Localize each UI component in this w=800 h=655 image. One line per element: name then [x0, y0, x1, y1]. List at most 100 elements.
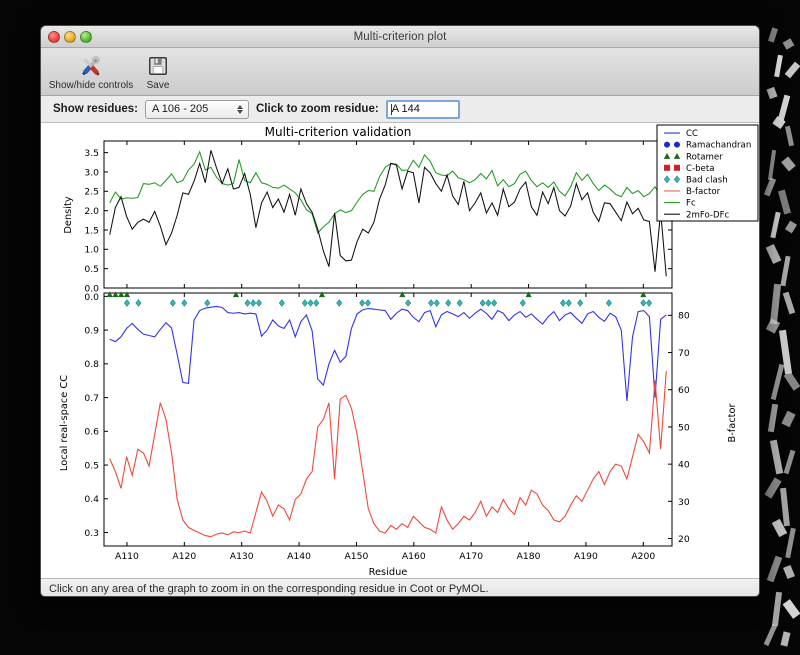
residue-tick-label: A190	[574, 551, 598, 562]
minimize-button[interactable]	[64, 31, 76, 43]
x-axis-label: Residue	[369, 567, 408, 578]
residue-tick-label: A200	[631, 551, 655, 562]
application-window: Multi-criterion plot	[40, 25, 760, 597]
cc-tick-label: 0.3	[84, 528, 99, 539]
bfactor-tick-label: 70	[678, 348, 690, 359]
bfactor-tick-label: 50	[678, 422, 690, 433]
bfactor-tick-label: 40	[678, 460, 690, 471]
desktop-decoration	[780, 488, 790, 526]
residue-tick-label: A130	[230, 551, 254, 562]
bfactor-tick-label: 20	[678, 534, 690, 545]
bfactor-tick-label: 80	[678, 311, 690, 322]
show-hide-controls-button[interactable]: Show/hide controls	[49, 50, 133, 91]
legend-label-cc: CC	[686, 129, 698, 139]
save-button[interactable]: Save	[135, 50, 181, 91]
desktop-decoration	[768, 27, 778, 42]
bfactor-tick-label: 30	[678, 497, 690, 508]
desktop-decoration	[768, 150, 776, 180]
desktop-decoration	[783, 38, 795, 49]
desktop-decoration	[784, 450, 796, 474]
residue-tick-label: A160	[402, 551, 426, 562]
desktop-decoration	[785, 126, 794, 147]
density-tick-label: 3.5	[84, 148, 99, 159]
window-traffic-lights	[48, 31, 92, 43]
legend-label-b-factor: B-factor	[686, 187, 721, 197]
desktop-decoration	[772, 592, 782, 626]
window-title: Multi-criterion plot	[41, 26, 759, 48]
residue-tick-label: A180	[517, 551, 541, 562]
desktop-decoration	[766, 244, 782, 264]
desktop-decoration	[770, 440, 783, 475]
desktop-decoration	[780, 256, 790, 286]
residue-tick-label: A140	[287, 551, 311, 562]
residue-tick-label: A170	[459, 551, 483, 562]
zoom-residue-input[interactable]: A 144	[386, 100, 460, 119]
chart-legend: CC RamachandranRotamer C-beta Bad clashB-fa…	[657, 125, 758, 221]
show-residues-label: Show residues:	[53, 103, 138, 115]
desktop-decoration	[785, 62, 800, 79]
cc-tick-label: 0.7	[84, 393, 99, 404]
desktop-decoration	[770, 212, 780, 238]
save-label: Save	[147, 80, 170, 91]
residue-tick-label: A110	[115, 551, 139, 562]
desktop-decoration	[781, 411, 795, 428]
cc-tick-label: 0.9	[84, 326, 99, 337]
chart-title: Multi-criterion validation	[265, 125, 412, 139]
legend-marker-ramachandran	[674, 142, 680, 148]
density-tick-label: 2.0	[84, 206, 99, 217]
status-text: Click on any area of the graph to zoom i…	[49, 583, 489, 595]
cc-tick-label: 0.8	[84, 359, 99, 370]
desktop-decoration	[781, 157, 796, 172]
cc-axis-label: Local real-space CC	[59, 375, 70, 471]
toolbar: Show/hide controls Save	[41, 48, 759, 96]
window-titlebar[interactable]: Multi-criterion plot	[41, 26, 759, 48]
desktop-decoration	[785, 221, 797, 234]
legend-label-bad-clash: Bad clash	[686, 176, 728, 186]
desktop-decoration	[764, 624, 778, 646]
desktop-decoration	[784, 371, 800, 390]
close-button[interactable]	[48, 31, 60, 43]
multi-criterion-plot-svg[interactable]: Multi-criterion validation 0.0 0.5 1.0 1.5 2…	[41, 123, 760, 578]
density-tick-label: 1.5	[84, 225, 99, 236]
residue-range-value: A 106 - 205	[152, 103, 237, 115]
legend-label-ramachandran: Ramachandran	[686, 141, 751, 151]
legend-marker-c-beta	[664, 165, 670, 171]
cc-tick-label: 0.0	[84, 292, 99, 303]
density-axis-label: Density	[63, 196, 74, 233]
desktop-decoration	[767, 556, 782, 583]
density-tick-label: 1.0	[84, 245, 99, 256]
plot-canvas[interactable]: Multi-criterion validation 0.0 0.5 1.0 1.5 2…	[41, 123, 759, 578]
legend-label-2mfo-dfc: 2mFo-DFc	[686, 210, 730, 220]
desktop-decoration	[781, 631, 791, 646]
cc-tick-label: 0.5	[84, 460, 99, 471]
bfactor-tick-label: 60	[678, 385, 690, 396]
floppy-disk-save-icon	[146, 52, 170, 79]
cc-tick-label: 0.6	[84, 427, 99, 438]
desktop-decoration	[768, 404, 778, 433]
maximize-button[interactable]	[80, 31, 92, 43]
density-tick-label: 0.5	[84, 264, 99, 275]
desktop-decoration	[771, 364, 785, 400]
zoom-residue-value: A 144	[392, 103, 420, 115]
tools-icon	[78, 52, 104, 79]
residue-tick-label: A150	[345, 551, 369, 562]
density-tick-label: 3.0	[84, 167, 99, 178]
zoom-residue-label: Click to zoom residue:	[256, 103, 379, 115]
bfactor-axis-label: B-factor	[727, 403, 738, 443]
legend-marker-c-beta	[674, 165, 680, 171]
desktop-decoration	[774, 55, 783, 78]
desktop-decoration	[764, 178, 776, 197]
cc-tick-label: 0.4	[84, 494, 99, 505]
legend-label-fc: Fc	[686, 199, 696, 209]
legend-label-c-beta: C-beta	[686, 164, 714, 174]
desktop-decoration	[778, 190, 791, 215]
desktop-decoration	[767, 87, 778, 99]
controls-bar: Show residues: A 106 - 205 Click to zoom…	[41, 96, 759, 123]
stepper-arrows-icon[interactable]	[237, 105, 243, 114]
density-tick-label: 2.5	[84, 187, 99, 198]
legend-label-rotamer: Rotamer	[686, 152, 723, 162]
residue-range-select[interactable]: A 106 - 205	[145, 100, 249, 119]
residue-tick-label: A120	[172, 551, 196, 562]
desktop-decoration	[766, 318, 780, 333]
desktop-decoration	[783, 292, 796, 315]
